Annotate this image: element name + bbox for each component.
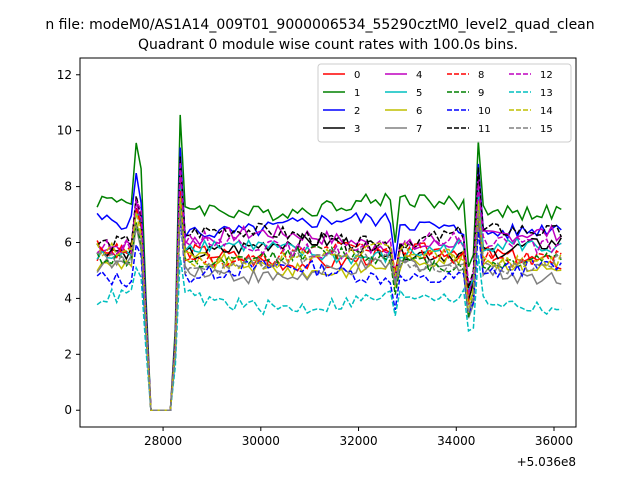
legend-label-14: 14 xyxy=(540,106,553,117)
series-line-12 xyxy=(96,162,562,411)
figure-suptitle: n file: modeM0/AS1A14_009T01_9000006534_… xyxy=(45,17,594,33)
x-tick-label: 34000 xyxy=(437,434,475,448)
y-tick-label: 2 xyxy=(64,347,72,361)
y-tick-label: 0 xyxy=(64,403,72,417)
legend-label-3: 3 xyxy=(354,124,360,135)
series-line-15 xyxy=(96,209,562,411)
series-line-2 xyxy=(96,147,562,411)
legend-label-13: 13 xyxy=(540,88,553,99)
plot-lines xyxy=(96,114,563,411)
legend-label-6: 6 xyxy=(416,106,422,117)
y-tick-label: 10 xyxy=(57,124,72,138)
x-tick-label: 32000 xyxy=(339,434,377,448)
legend-label-8: 8 xyxy=(478,70,484,81)
series-line-0 xyxy=(96,183,562,411)
y-tick-label: 6 xyxy=(64,236,72,250)
series-line-5 xyxy=(96,184,562,411)
legend-label-9: 9 xyxy=(478,88,484,99)
legend-label-12: 12 xyxy=(540,70,553,81)
legend-label-10: 10 xyxy=(478,106,491,117)
x-tick-label: 30000 xyxy=(242,434,280,448)
legend-label-1: 1 xyxy=(354,88,360,99)
legend-label-0: 0 xyxy=(354,70,360,81)
x-tick-label: 36000 xyxy=(535,434,573,448)
x-axis: 28000 30000 32000 34000 36000 xyxy=(144,427,573,448)
legend-label-11: 11 xyxy=(478,124,491,135)
legend-label-7: 7 xyxy=(416,124,422,135)
chart-title: Quadrant 0 module wise count rates with … xyxy=(138,37,518,53)
legend-label-15: 15 xyxy=(540,124,553,135)
y-tick-label: 4 xyxy=(64,291,72,305)
x-offset-text: +5.036e8 xyxy=(517,455,576,469)
y-tick-label: 8 xyxy=(64,180,72,194)
legend-label-2: 2 xyxy=(354,106,360,117)
series-line-7 xyxy=(96,209,562,411)
legend-box xyxy=(317,63,572,143)
y-axis: 0 2 4 6 8 10 12 xyxy=(57,68,80,417)
series-line-4 xyxy=(96,173,562,411)
legend-label-5: 5 xyxy=(416,88,422,99)
series-line-10 xyxy=(96,216,562,411)
series-line-13 xyxy=(96,255,562,411)
y-tick-label: 12 xyxy=(57,68,72,82)
x-tick-label: 28000 xyxy=(144,434,182,448)
legend-label-4: 4 xyxy=(416,70,422,81)
series-line-3 xyxy=(96,179,562,411)
series-line-11 xyxy=(96,156,562,411)
